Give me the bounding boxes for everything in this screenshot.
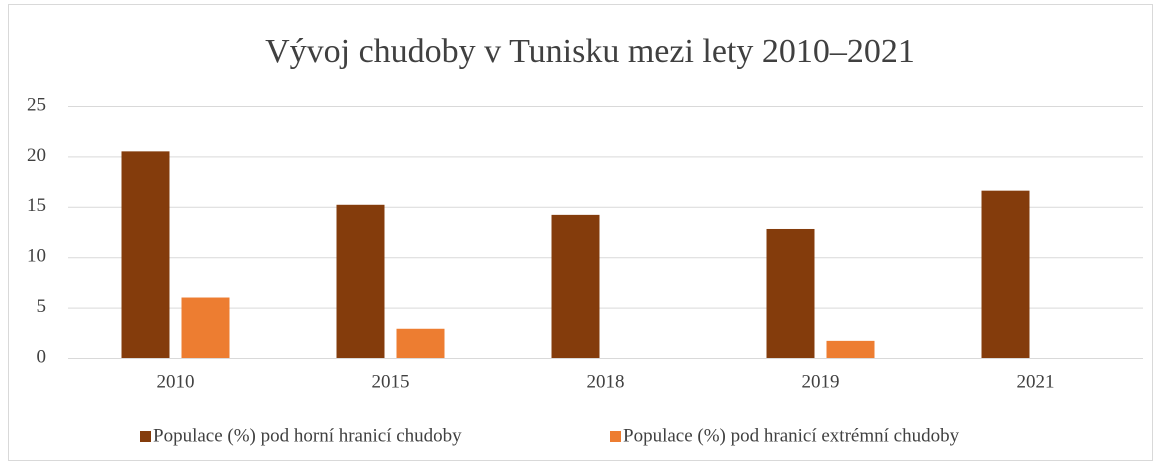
- y-tick-label: 20: [27, 145, 46, 166]
- legend-label: Populace (%) pod hranicí extrémní chudob…: [623, 425, 960, 446]
- bar: [766, 228, 815, 358]
- bar: [981, 190, 1030, 358]
- bar: [121, 151, 170, 358]
- y-tick-label: 15: [27, 195, 46, 216]
- bar: [551, 214, 600, 358]
- legend-swatch: [610, 431, 621, 442]
- legend-swatch: [140, 431, 151, 442]
- chart-title: Vývoj chudoby v Tunisku mezi lety 2010–2…: [265, 33, 915, 70]
- x-tick-label: 2021: [1017, 371, 1055, 392]
- y-tick-label: 10: [27, 246, 46, 267]
- x-tick-label: 2018: [587, 371, 625, 392]
- y-tick-label: 25: [27, 94, 46, 115]
- x-tick-label: 2015: [372, 371, 410, 392]
- bar: [336, 204, 385, 358]
- y-tick-label: 5: [37, 296, 47, 317]
- x-tick-label: 2010: [157, 371, 195, 392]
- x-tick-label: 2019: [802, 371, 840, 392]
- bar: [396, 328, 445, 358]
- bar: [181, 297, 230, 358]
- legend-label: Populace (%) pod horní hranicí chudoby: [153, 425, 462, 446]
- y-tick-label: 0: [37, 346, 47, 367]
- bar: [826, 340, 875, 358]
